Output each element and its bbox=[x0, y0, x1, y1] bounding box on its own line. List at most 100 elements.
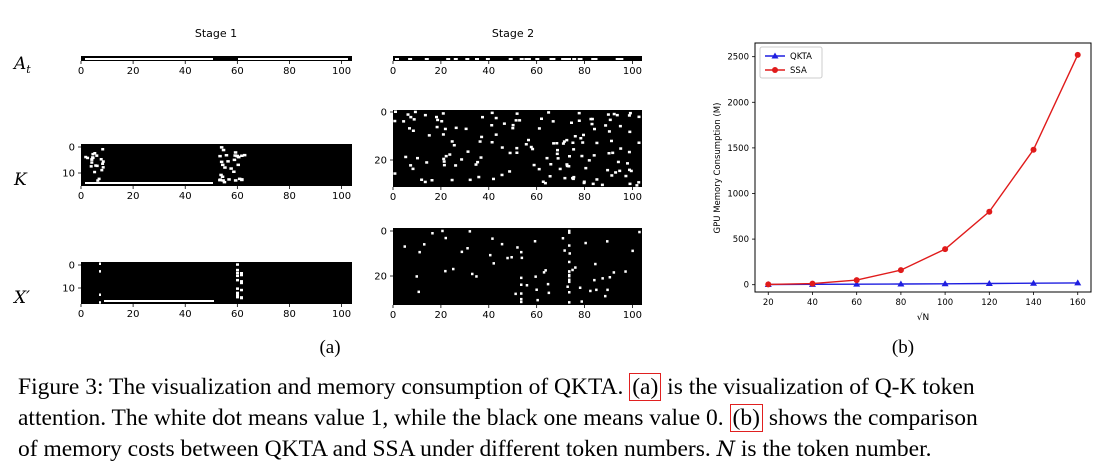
white-cell bbox=[595, 141, 599, 145]
chart-x-tick-label: 120 bbox=[981, 298, 997, 308]
white-cell bbox=[93, 170, 97, 174]
x-tick-label: 40 bbox=[179, 191, 192, 202]
white-cell bbox=[515, 112, 519, 115]
x-tick-label: 80 bbox=[283, 66, 296, 77]
white-cell bbox=[600, 183, 604, 187]
white-cell bbox=[430, 179, 434, 182]
white-cell bbox=[577, 119, 581, 122]
white-cell bbox=[415, 275, 418, 278]
white-cell bbox=[240, 280, 243, 283]
white-cell bbox=[518, 119, 522, 122]
qkta-point-marker bbox=[853, 280, 861, 287]
white-cell bbox=[531, 147, 535, 151]
white-cell bbox=[593, 127, 596, 131]
qkta-point-marker bbox=[1030, 279, 1038, 286]
white-cell bbox=[435, 115, 438, 119]
at-stage2-image bbox=[393, 56, 642, 61]
white-cell bbox=[611, 151, 615, 155]
white-cell bbox=[616, 160, 620, 164]
white-cell bbox=[491, 237, 494, 240]
white-cell bbox=[236, 291, 239, 295]
x-tick-label: 40 bbox=[179, 309, 192, 320]
white-cell bbox=[520, 300, 523, 304]
white-cell bbox=[535, 288, 538, 291]
white-cell bbox=[537, 167, 541, 171]
white-cell bbox=[544, 269, 547, 272]
white-cell bbox=[534, 275, 537, 278]
white-cell bbox=[435, 125, 439, 129]
white-cell bbox=[443, 127, 447, 131]
white-cell bbox=[229, 167, 233, 170]
x-tick-label: 20 bbox=[435, 66, 448, 77]
x-tick-label: 100 bbox=[332, 191, 351, 202]
chart-y-tick-label: 500 bbox=[733, 235, 749, 245]
white-cell bbox=[564, 58, 569, 60]
white-cell bbox=[567, 58, 571, 60]
chart-x-tick-label: 80 bbox=[895, 298, 906, 308]
white-cell bbox=[221, 179, 225, 182]
white-cell bbox=[565, 163, 569, 166]
white-cell bbox=[608, 118, 612, 122]
chart-y-axis-label: GPU Memory Consumption (M) bbox=[713, 103, 723, 234]
white-cell bbox=[520, 297, 523, 301]
chart-plot-area bbox=[754, 42, 1092, 293]
white-cell bbox=[612, 271, 616, 274]
x-tick-label: 80 bbox=[578, 192, 591, 203]
chart-x-tick-label: 140 bbox=[1025, 298, 1041, 308]
white-cell bbox=[431, 232, 434, 235]
caption-line3-end: is the token number. bbox=[735, 436, 932, 462]
white-cell bbox=[221, 148, 226, 152]
white-cell bbox=[568, 291, 571, 294]
white-cell bbox=[511, 123, 515, 127]
ssa-point-marker bbox=[765, 281, 772, 288]
white-cell bbox=[572, 148, 576, 151]
at-stage1-image bbox=[81, 56, 352, 61]
white-cell bbox=[565, 164, 569, 168]
white-cell bbox=[96, 179, 100, 182]
white-cell bbox=[525, 284, 529, 287]
white-cell bbox=[409, 115, 413, 119]
white-cell bbox=[236, 287, 239, 290]
white-cell bbox=[591, 58, 596, 60]
white-cell bbox=[580, 300, 583, 303]
white-cell bbox=[568, 274, 571, 278]
white-cell bbox=[627, 150, 631, 154]
white-cell bbox=[86, 156, 90, 160]
white-cell bbox=[441, 133, 445, 136]
ssa-point-marker bbox=[1074, 51, 1081, 58]
white-cell bbox=[604, 294, 607, 298]
caption-ref-b[interactable]: (b) bbox=[729, 404, 763, 432]
white-cell bbox=[619, 147, 623, 150]
y-tick-label: 0 bbox=[69, 143, 75, 154]
x-stage1: 0 20 40 60 80 100 0 10 bbox=[62, 261, 352, 320]
white-cell bbox=[615, 113, 619, 117]
panel-b-memory-chart: 20 40 60 80 100 120 140 160 0 500 1000 1500 2000 2500… bbox=[713, 42, 1092, 358]
white-cell bbox=[629, 169, 633, 173]
x-tick-label: 0 bbox=[78, 66, 84, 77]
white-cell bbox=[572, 58, 577, 60]
row-label-At-main: A bbox=[12, 54, 26, 74]
white-cell bbox=[226, 160, 230, 163]
white-cell bbox=[606, 240, 609, 243]
x-tick-label: 20 bbox=[435, 310, 448, 321]
y-tick-label: 20 bbox=[374, 272, 387, 283]
chart-series-lines bbox=[768, 54, 1079, 286]
white-cell bbox=[549, 163, 553, 166]
x-stage2: 0 20 40 60 80 100 0 20 bbox=[374, 227, 642, 321]
at-stage2: 0 20 40 60 80 100 bbox=[390, 56, 642, 77]
white-cell bbox=[527, 138, 530, 142]
white-cell bbox=[593, 278, 596, 282]
white-cell bbox=[500, 173, 504, 177]
legend-qkta-label: QKTA bbox=[790, 52, 812, 62]
white-cell bbox=[520, 256, 524, 260]
caption-ref-a[interactable]: (a) bbox=[629, 373, 662, 401]
x-tick-label: 20 bbox=[435, 192, 448, 203]
x-tick-label: 100 bbox=[332, 66, 351, 77]
white-cell bbox=[568, 155, 571, 158]
white-cell bbox=[637, 115, 641, 119]
white-cell bbox=[637, 181, 641, 184]
white-cell bbox=[101, 166, 105, 169]
at-stage1-white-cells bbox=[85, 58, 348, 60]
white-cell bbox=[99, 293, 101, 296]
white-cell bbox=[448, 153, 452, 156]
